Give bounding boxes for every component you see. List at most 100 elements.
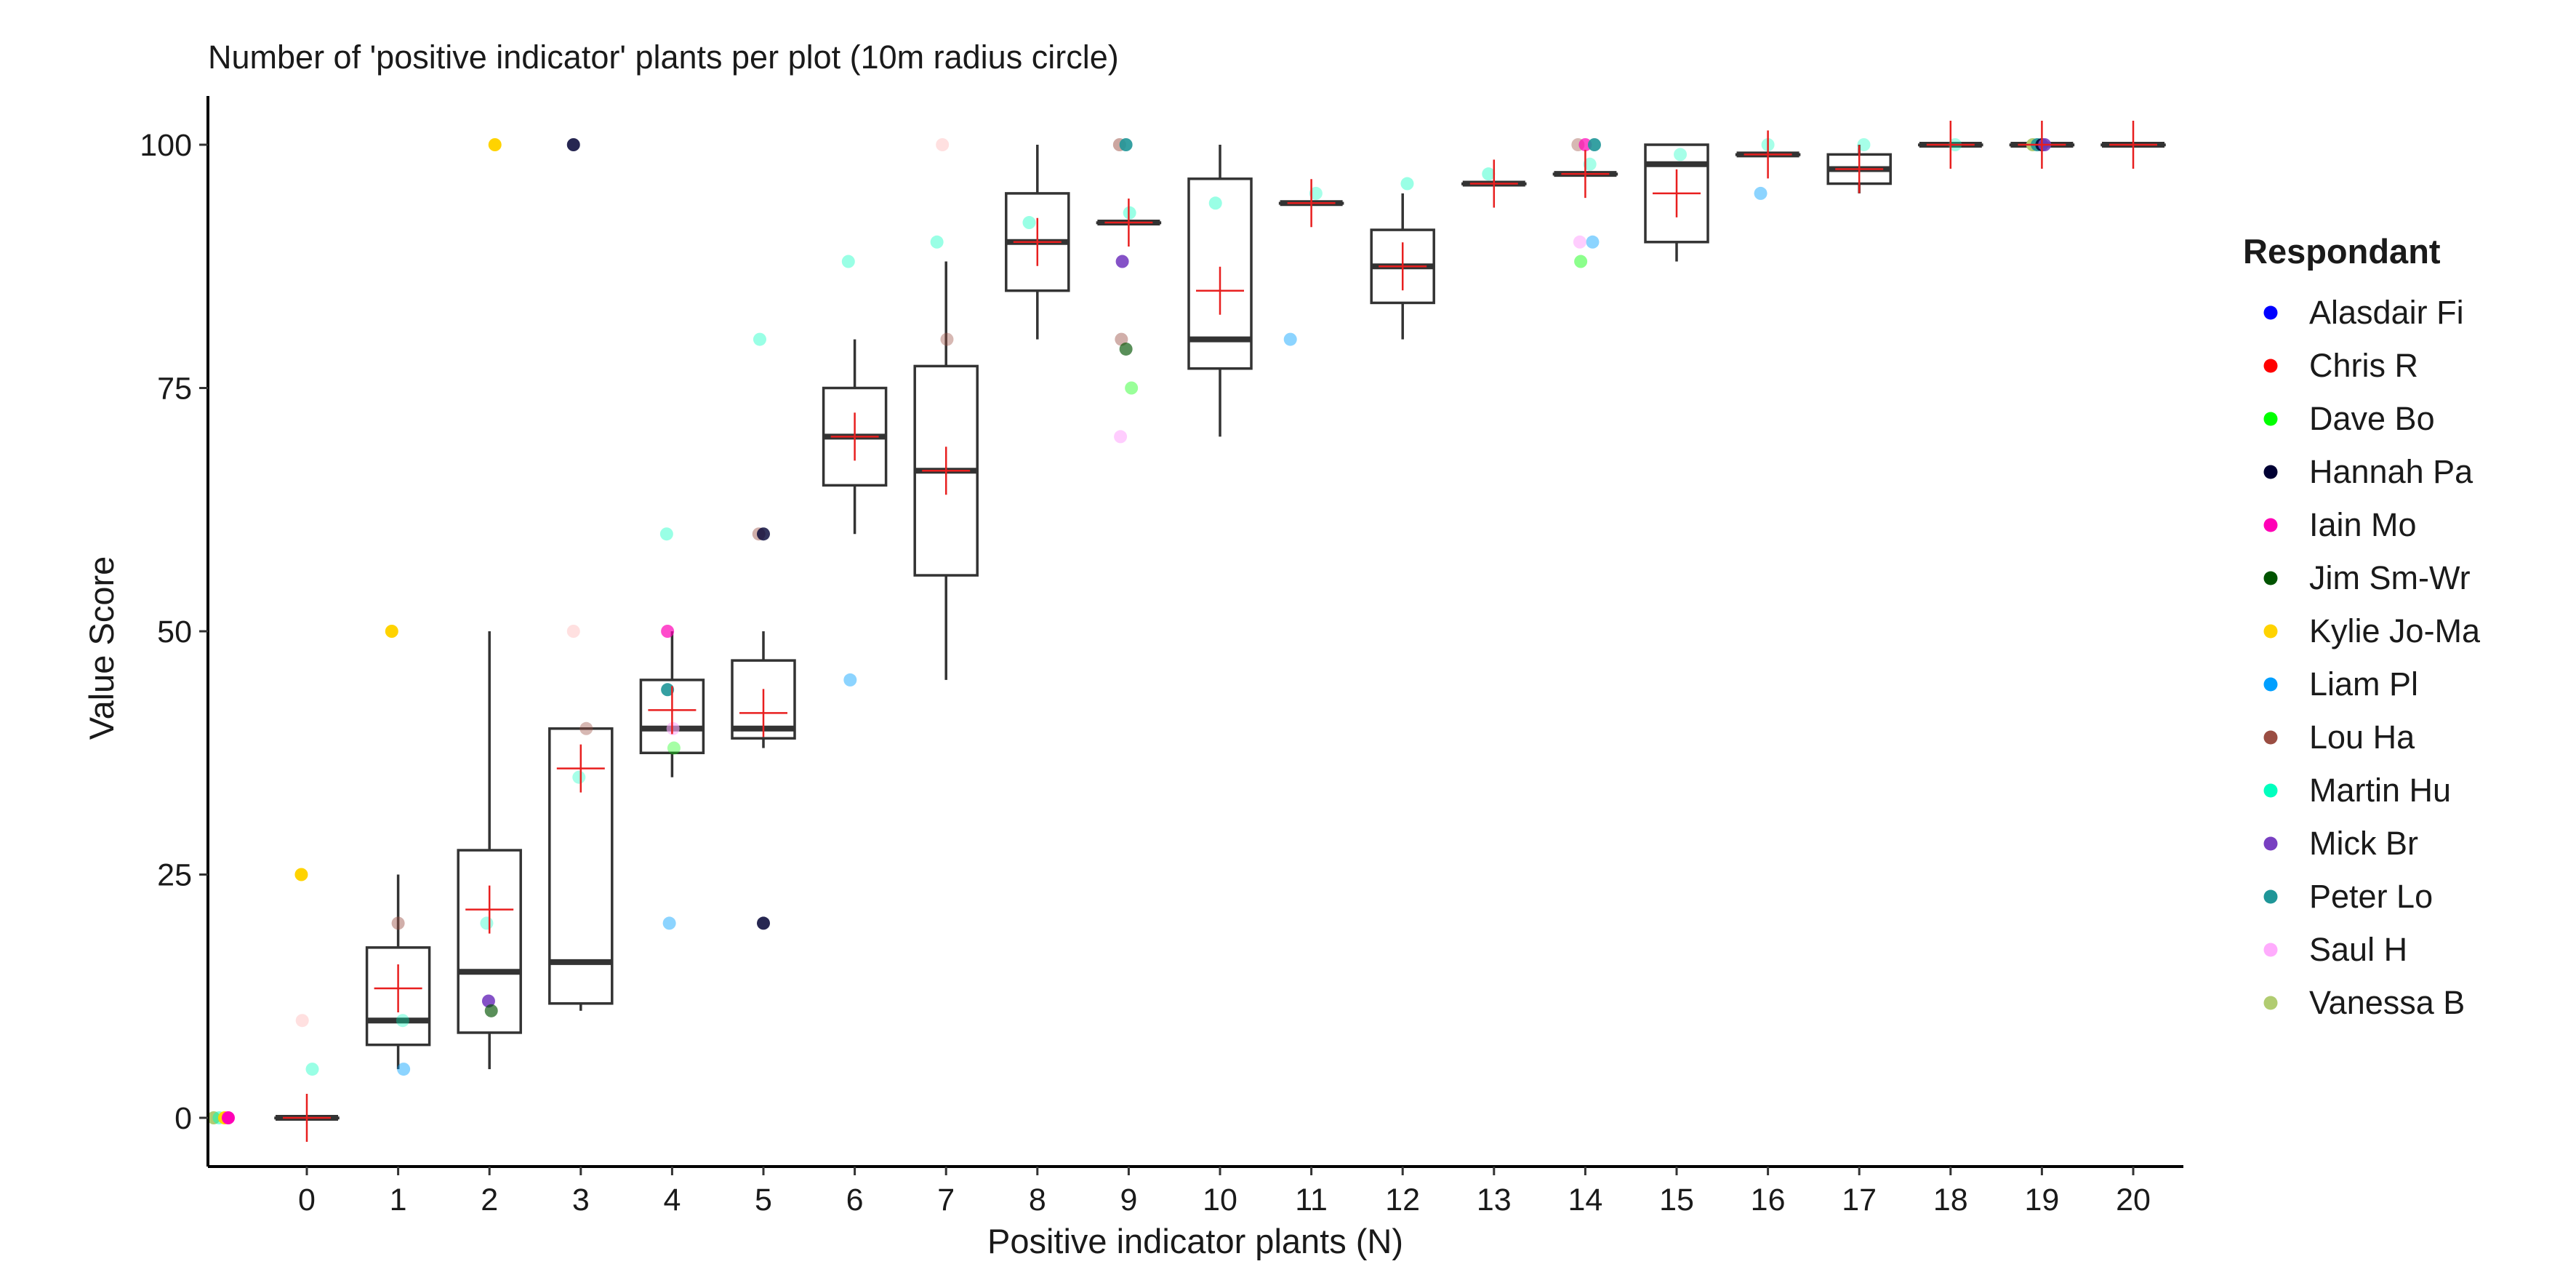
boxplot [365, 874, 431, 1070]
box [365, 946, 431, 1047]
data-point [480, 916, 494, 930]
data-point [294, 868, 308, 881]
mean-marker [1561, 150, 1610, 199]
boxplot [457, 631, 522, 1070]
data-point [1283, 332, 1297, 346]
box [1187, 177, 1253, 370]
legend-label: Iain Mo [2309, 506, 2417, 543]
mean-marker [1926, 121, 1975, 169]
box [731, 659, 796, 740]
legend: Respondant Alasdair Fi Chris R Dave Bo Hann… [2243, 232, 2481, 1021]
legend-label: Hannah Pa [2309, 453, 2473, 490]
data-point [1123, 206, 1136, 220]
data-point [841, 255, 855, 268]
mean-marker [1104, 199, 1153, 247]
data-point [666, 721, 680, 735]
legend-swatch [2263, 624, 2278, 639]
legend-swatch [2263, 571, 2278, 585]
x-tick-label: 13 [1477, 1183, 1512, 1217]
mean-marker [830, 412, 879, 461]
mean-marker [1835, 145, 1884, 193]
x-tick-label: 19 [2024, 1183, 2059, 1217]
x-tick-label: 11 [1295, 1183, 1328, 1217]
y-tick-label: 50 [157, 615, 192, 649]
data-point [385, 625, 398, 638]
legend-swatch [2263, 518, 2278, 532]
data-point [1573, 235, 1586, 249]
y-tick-label: 100 [140, 128, 192, 163]
mean-marker [2018, 121, 2066, 169]
x-tick-label: 2 [481, 1183, 498, 1217]
x-tick-label: 12 [1385, 1183, 1420, 1217]
mean-marker [648, 686, 697, 735]
legend-label: Martin Hu [2309, 772, 2451, 809]
data-point [1857, 138, 1871, 151]
x-axis-title: Positive indicator plants (N) [987, 1222, 1403, 1260]
mean-marker [1653, 169, 1701, 217]
legend-swatch [2263, 305, 2278, 320]
data-point [753, 332, 766, 346]
mean-marker [556, 744, 605, 793]
legend-swatch [2263, 465, 2278, 479]
data-point [1115, 332, 1128, 346]
data-point [1587, 138, 1601, 151]
plot-area [206, 121, 2166, 1142]
data-point [1574, 255, 1588, 268]
boxplot [1187, 145, 1253, 437]
data-point [397, 1063, 411, 1076]
legend-label: Lou Ha [2309, 719, 2415, 756]
legend-swatch [2263, 412, 2278, 426]
x-tick-label: 20 [2116, 1183, 2151, 1217]
x-tick-label: 0 [298, 1183, 316, 1217]
x-tick-label: 6 [846, 1183, 864, 1217]
data-point [484, 1004, 498, 1017]
legend-label: Kylie Jo-Ma [2309, 612, 2481, 649]
x-tick-label: 15 [1659, 1183, 1694, 1217]
x-tick-label: 9 [1120, 1183, 1137, 1217]
boxplot [548, 727, 614, 1011]
legend-label: Mick Br [2309, 825, 2418, 862]
x-tick-label: 5 [755, 1183, 772, 1217]
data-point [1115, 255, 1129, 268]
chart-title: Number of 'positive indicator' plants pe… [208, 39, 1119, 76]
x-tick-label: 4 [663, 1183, 681, 1217]
data-point [940, 332, 954, 346]
mean-marker [374, 964, 422, 1013]
y-tick-label: 75 [157, 372, 192, 407]
legend-swatch [2263, 359, 2278, 373]
mean-marker [1744, 130, 1792, 179]
legend-swatch [2263, 836, 2278, 851]
legend-swatch [2263, 943, 2278, 957]
x-tick-label: 14 [1568, 1183, 1602, 1217]
mean-marker [1287, 179, 1336, 228]
legend-label: Vanessa B [2309, 984, 2465, 1021]
data-point [305, 1063, 319, 1076]
legend-title: Respondant [2243, 232, 2441, 271]
legend-swatch [2263, 783, 2278, 798]
mean-marker [922, 447, 971, 495]
legend-label: Liam Pl [2309, 665, 2418, 703]
data-point [1022, 216, 1036, 230]
data-point [1114, 430, 1128, 444]
data-point [1208, 196, 1222, 210]
data-point [1583, 157, 1597, 171]
mean-marker [2109, 121, 2157, 169]
mean-marker [283, 1094, 331, 1142]
data-point [661, 625, 675, 638]
data-point [295, 1014, 309, 1028]
legend-swatch [2263, 730, 2278, 745]
mean-marker [1469, 159, 1518, 208]
legend-label: Peter Lo [2309, 878, 2433, 915]
data-point [930, 235, 944, 249]
legend-swatch [2263, 996, 2278, 1010]
legend-swatch [2263, 889, 2278, 904]
x-tick-label: 1 [390, 1183, 407, 1217]
data-point [936, 138, 950, 151]
mean-marker [465, 885, 514, 934]
data-point [757, 916, 770, 930]
mean-marker [1013, 217, 1062, 266]
x-tick-label: 17 [1842, 1183, 1877, 1217]
legend-swatch [2263, 677, 2278, 692]
